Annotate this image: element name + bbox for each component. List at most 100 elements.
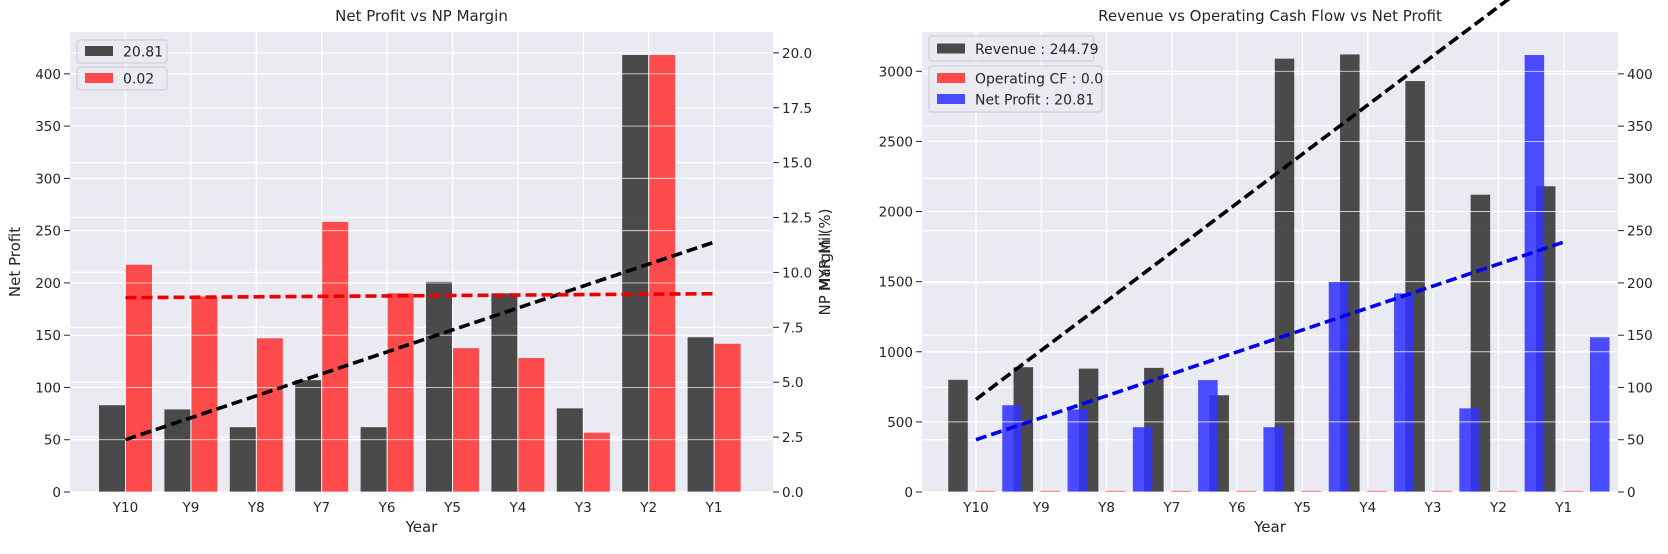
bar-Y9 <box>191 296 218 492</box>
x-tick-label: Y4 <box>508 500 526 516</box>
bar-Y8 <box>1132 427 1153 492</box>
y2-tick-label: 10.0 <box>782 265 812 281</box>
y-axis-label: MYR Mil <box>816 233 834 292</box>
bar-Y5 <box>1274 58 1295 493</box>
bar-Y4 <box>1394 293 1414 492</box>
bar-Y8 <box>1105 490 1126 492</box>
legend-swatch <box>85 73 113 83</box>
y2-axis-label: NP Margin (%) <box>816 209 834 316</box>
y2-tick-label: 350 <box>1627 119 1653 135</box>
legend-swatch <box>85 46 113 56</box>
x-tick-label: Y3 <box>574 500 592 516</box>
y-tick-label: 2500 <box>879 134 913 150</box>
legend-swatch <box>937 73 965 83</box>
bar-Y2 <box>622 55 649 492</box>
x-tick-label: Y9 <box>181 500 199 516</box>
y-tick-label: 100 <box>35 380 61 396</box>
x-tick-label: Y2 <box>639 500 657 516</box>
y-tick-label: 50 <box>44 433 61 449</box>
bar-Y8 <box>229 427 256 492</box>
legend-label: 20.81 <box>123 45 163 61</box>
trendline <box>124 240 715 442</box>
y2-tick-label: 200 <box>1627 276 1653 292</box>
bar-Y9 <box>1067 409 1088 492</box>
y-tick-label: 250 <box>35 224 61 240</box>
trendline <box>125 291 715 300</box>
y2-tick-label: 100 <box>1627 380 1653 396</box>
x-tick-label: Y6 <box>378 500 396 516</box>
y-tick-label: 500 <box>887 415 913 431</box>
bar-Y4 <box>491 293 518 492</box>
x-tick-label: Y2 <box>1489 500 1507 516</box>
x-axis-label: Year <box>405 518 439 536</box>
x-tick-label: Y5 <box>1293 500 1311 516</box>
y-tick-label: 0 <box>904 485 913 501</box>
x-tick-label: Y5 <box>443 500 461 516</box>
bar-Y10 <box>948 379 968 492</box>
y-tick-label: 150 <box>35 328 61 344</box>
y-tick-label: 2000 <box>879 205 913 221</box>
bar-Y9 <box>1040 490 1061 492</box>
bar-Y3 <box>583 432 610 492</box>
bar-Y2 <box>1497 490 1518 492</box>
legend-label: 0.02 <box>123 72 154 88</box>
x-tick-label: Y8 <box>1097 500 1115 516</box>
bar-Y7 <box>295 380 322 492</box>
bar-Y6 <box>1236 490 1256 492</box>
bar-Y3 <box>1432 490 1452 492</box>
legend-label: Net Profit : 20.81 <box>975 93 1094 109</box>
bar-Y5 <box>453 348 479 492</box>
y-tick-label: 1000 <box>879 345 913 361</box>
trendline <box>974 0 1511 401</box>
y-tick-label: 1500 <box>879 275 913 291</box>
bar-Y10 <box>126 264 152 492</box>
legend-2: Operating CF : 0.0 Net Profit : 20.81 <box>928 65 1103 113</box>
bar-Y6 <box>387 293 414 492</box>
y-axis-label: Net Profit <box>6 227 24 297</box>
legend-1: 20.81 <box>76 39 168 64</box>
y2-tick-label: 2.5 <box>782 430 803 446</box>
y2-tick-label: 0.0 <box>782 485 803 501</box>
bar-Y7 <box>1198 380 1218 492</box>
legend-label: Revenue : 244.79 <box>975 42 1099 58</box>
bar-Y5 <box>1328 281 1349 492</box>
y-tick-label: 350 <box>35 119 61 135</box>
y2-tick-label: 15.0 <box>782 156 812 172</box>
bar-Y6 <box>1263 427 1283 492</box>
x-axis-label: Year <box>1253 518 1287 536</box>
x-tick-label: Y10 <box>962 500 988 516</box>
y2-tick-label: 5.0 <box>782 375 803 391</box>
y2-tick-label: 7.5 <box>782 320 803 336</box>
legend-box <box>928 35 1095 62</box>
bar-Y1 <box>1589 337 1610 492</box>
x-tick-label: Y6 <box>1228 500 1246 516</box>
bar-Y3 <box>556 408 583 492</box>
bar-Y5 <box>1301 490 1322 492</box>
x-tick-label: Y1 <box>705 500 723 516</box>
x-tick-label: Y7 <box>1162 500 1180 516</box>
bar-Y1 <box>714 343 741 492</box>
legend-swatch <box>937 43 965 54</box>
y-tick-label: 300 <box>35 171 61 187</box>
y2-tick-label: 250 <box>1627 224 1653 240</box>
y2-tick-label: 150 <box>1627 328 1653 344</box>
legend-label: Operating CF : 0.0 <box>975 72 1103 88</box>
trendline <box>975 240 1565 442</box>
x-tick-label: Y9 <box>1032 500 1050 516</box>
bar-Y4 <box>1367 490 1387 492</box>
chart-title: Net Profit vs NP Margin <box>335 7 508 25</box>
chart-2: 0 500 1000 1500 2000 2500 3000 0 50 100 150 200 250 3… <box>816 0 1653 536</box>
y-tick-label: 3000 <box>879 64 913 80</box>
bar-Y5 <box>426 281 452 492</box>
bar-Y7 <box>322 221 349 492</box>
y-tick-label: 0 <box>52 485 61 501</box>
y2-tick-label: 0 <box>1627 485 1636 501</box>
chart-1: 0 50 100 150 200 250 300 350 400 0.0 2.5 5.0 7.5 10.0… <box>6 7 834 536</box>
bar-Y10 <box>99 405 125 492</box>
y2-tick-label: 17.5 <box>782 101 812 117</box>
legend-1: Revenue : 244.79 <box>928 35 1099 62</box>
bar-Y10 <box>975 490 995 492</box>
y2-tick-label: 400 <box>1627 67 1653 83</box>
x-tick-label: Y10 <box>112 500 138 516</box>
